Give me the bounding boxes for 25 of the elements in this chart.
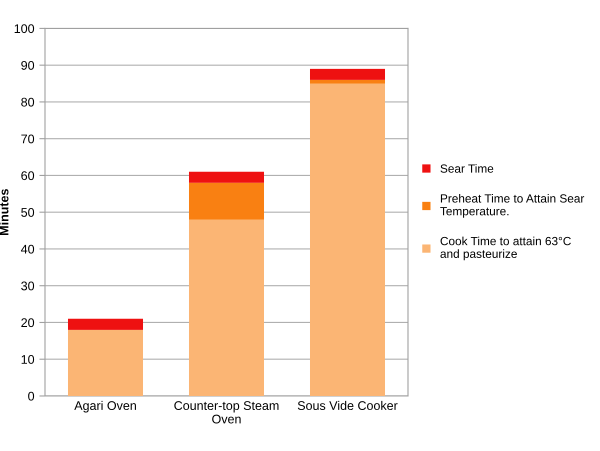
bar	[310, 80, 386, 84]
y-tick-label: 80	[21, 98, 34, 107]
bar	[310, 84, 386, 396]
y-tick-label: 40	[20, 244, 34, 254]
y-tick-label: 100	[14, 24, 34, 34]
bar	[68, 330, 144, 396]
y-tick-label: 30	[21, 282, 34, 290]
legend-label: Sear Time	[440, 164, 494, 173]
y-tick-label: 0	[28, 392, 34, 401]
y-tick-label: 70	[21, 134, 34, 144]
y-tick-label: 10	[22, 355, 34, 364]
bar	[188, 220, 264, 396]
bar	[188, 182, 264, 220]
x-tick-label: Sous Vide Cooker	[298, 400, 398, 410]
x-tick-label: Counter-top Steam Oven	[174, 401, 278, 424]
bar	[68, 318, 144, 330]
y-tick-label: 60	[21, 171, 34, 180]
x-tick-label: Agari Oven	[74, 400, 136, 412]
y-tick-label: 50	[21, 208, 34, 217]
y-tick-label: 20	[21, 318, 34, 328]
legend-label: Cook Time to attain 63°C and pasteurize	[440, 236, 571, 260]
legend-label: Preheat Time to Attain Sear Temperature.	[440, 194, 584, 218]
bar	[188, 172, 264, 183]
y-tick-label: 90	[21, 60, 34, 70]
bar	[310, 68, 386, 80]
